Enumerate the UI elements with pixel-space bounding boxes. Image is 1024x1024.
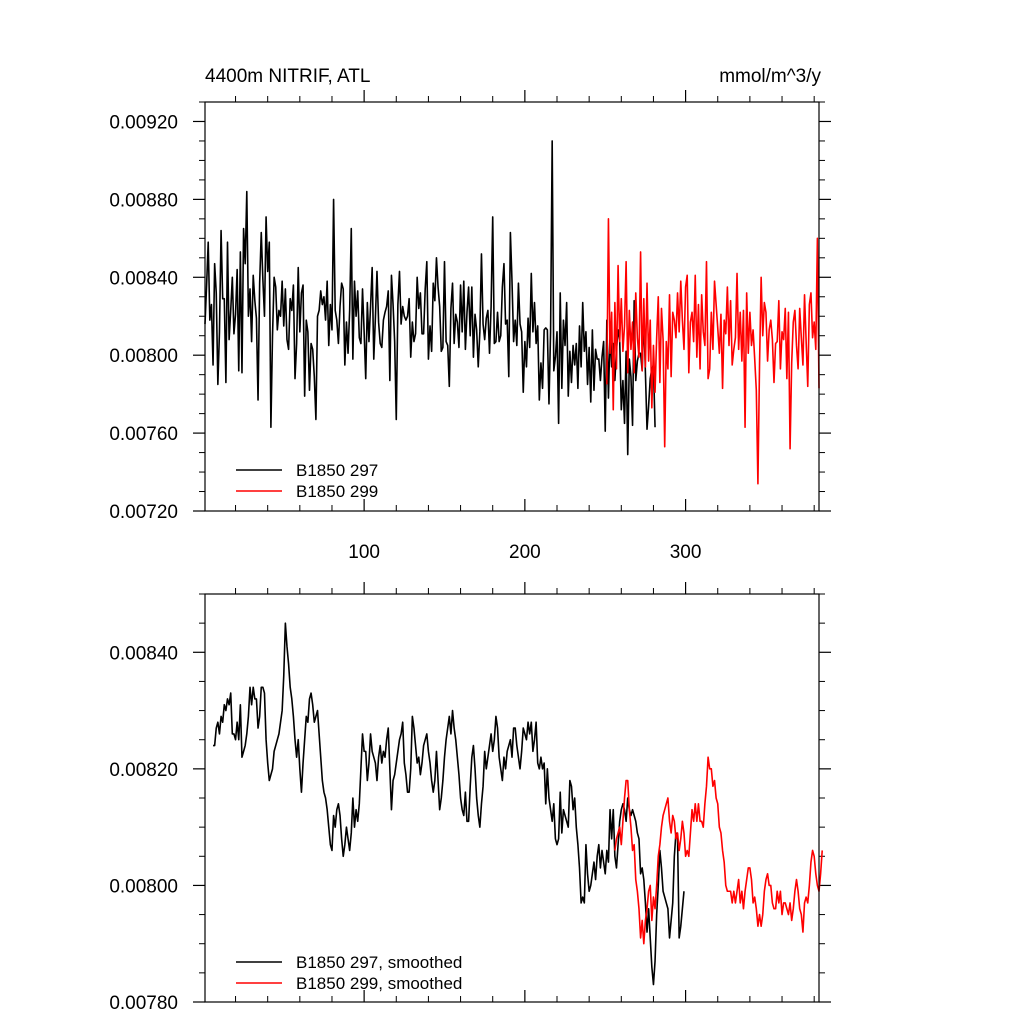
legend-label: B1850 297, smoothed <box>296 953 462 972</box>
y-tick-label: 0.00880 <box>109 190 178 211</box>
top-panel-legend: B1850 297 B1850 299 <box>236 461 378 501</box>
bottom-panel-axis-ticks <box>193 582 831 1003</box>
series-line-b1850-297 <box>213 622 685 986</box>
y-tick-label: 0.00840 <box>109 643 178 664</box>
bottom-panel: 0.00780 0.00800 0.00820 0.00840 B1850 297, … <box>109 582 831 1014</box>
top-panel-axis-ticks <box>193 90 831 512</box>
bottom-panel-tick-labels: 0.00780 0.00800 0.00820 0.00840 <box>109 643 178 1014</box>
top-panel-plot-frame <box>204 101 820 512</box>
bottom-panel-series <box>213 622 824 986</box>
bottom-panel-legend: B1850 297, smoothed B1850 299, smoothed <box>236 953 462 993</box>
x-tick-label: 300 <box>670 542 702 563</box>
series-line-b1850-299 <box>614 756 824 945</box>
legend-label: B1850 299, smoothed <box>296 974 462 993</box>
y-tick-label: 0.00920 <box>109 112 178 133</box>
series-line-b1850-299 <box>606 218 820 485</box>
bottom-panel-plot-frame <box>204 593 820 1003</box>
y-tick-label: 0.00760 <box>109 424 178 445</box>
top-panel-units: mmol/m^3/y <box>719 66 821 87</box>
y-tick-label: 0.00800 <box>109 876 178 897</box>
series-line-b1850-297 <box>204 140 656 456</box>
legend-label: B1850 297 <box>296 461 378 480</box>
top-panel-series <box>204 140 820 485</box>
y-tick-label: 0.00720 <box>109 502 178 523</box>
legend-label: B1850 299 <box>296 482 378 501</box>
x-tick-label: 200 <box>509 542 541 563</box>
y-tick-label: 0.00820 <box>109 760 178 781</box>
top-panel-tick-labels: 0.00720 0.00760 0.00800 0.00840 0.00880 0.009… <box>109 112 701 563</box>
y-tick-label: 0.00780 <box>109 993 178 1014</box>
x-tick-label: 100 <box>348 542 380 563</box>
y-tick-label: 0.00840 <box>109 268 178 289</box>
y-tick-label: 0.00800 <box>109 346 178 367</box>
top-panel: 4400m NITRIF, ATL mmol/m^3/y 0.007200.00… <box>109 66 831 563</box>
top-panel-title: 4400m NITRIF, ATL <box>205 66 370 87</box>
